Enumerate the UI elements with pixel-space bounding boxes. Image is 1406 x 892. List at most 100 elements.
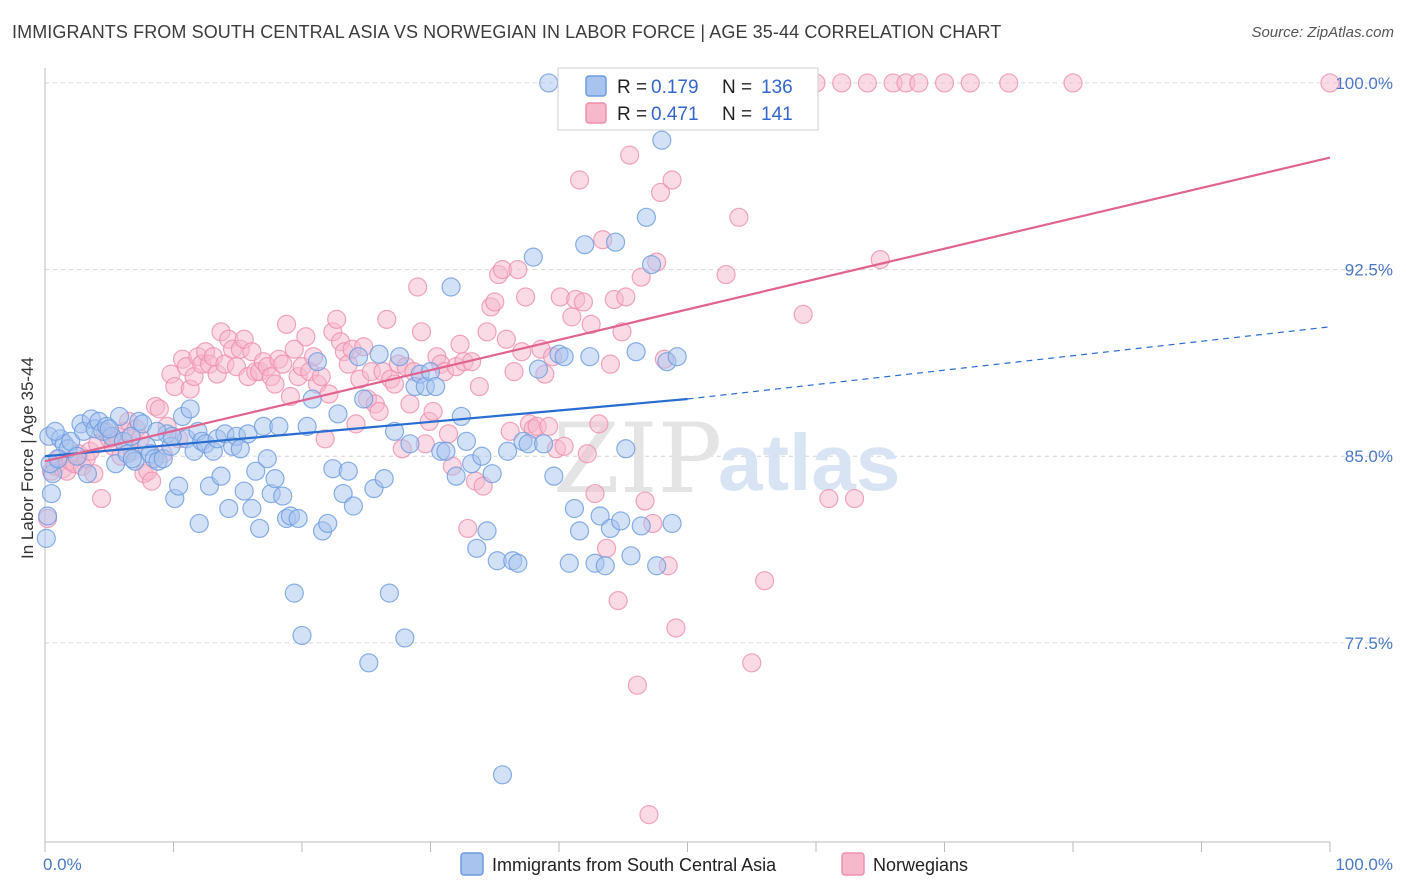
- asia-point-149: [36, 528, 56, 548]
- asia-point-65: [292, 625, 312, 646]
- norwegians-point-59: [265, 374, 285, 394]
- norwegians-point-86: [369, 401, 389, 422]
- norwegians-point-143: [589, 414, 609, 434]
- asia-point-63: [284, 583, 304, 603]
- norwegians-point-145: [596, 538, 617, 558]
- asia-point-81: [374, 469, 394, 489]
- bottom-legend-label-blue[interactable]: Immigrants from South Central Asia: [492, 855, 777, 875]
- asia-point-110: [523, 247, 543, 267]
- norwegians-point-27: [142, 471, 162, 491]
- asia-point-80: [369, 344, 389, 364]
- axes: [44, 68, 1331, 852]
- asia-point-121: [580, 347, 600, 367]
- norwegians-point-184: [934, 73, 955, 93]
- asia-point-119: [569, 521, 590, 541]
- x-tick-label-0: 0.0%: [43, 855, 82, 874]
- asia-point-94: [441, 277, 461, 297]
- asia-point-138: [667, 347, 687, 367]
- asia-point-56: [257, 449, 277, 469]
- asia-point-114: [544, 466, 564, 486]
- norwegians-point-29: [149, 399, 169, 419]
- norwegians-point-149: [612, 322, 632, 342]
- tick-labels: 100.0% 92.5% 85.0% 77.5% 0.0% 100.0%: [43, 74, 1393, 874]
- norwegians-point-96: [408, 277, 428, 297]
- asia-point-140: [37, 506, 58, 526]
- series-south-central-asia: [36, 73, 692, 785]
- asia-point-52: [242, 498, 262, 519]
- norwegians-point-107: [450, 334, 470, 354]
- gridlines: [45, 82, 1390, 644]
- legend-swatch-pink: [585, 102, 607, 124]
- norwegians-point-94: [400, 394, 420, 414]
- norwegians-point-121: [504, 362, 524, 382]
- asia-point-126: [605, 232, 626, 252]
- watermark: ZIP atlas: [553, 403, 900, 515]
- asia-point-46: [219, 498, 239, 519]
- norwegians-point-88: [377, 309, 397, 329]
- norwegians-point-123: [512, 342, 532, 362]
- asia-point-73: [333, 483, 353, 504]
- norwegians-point-170: [742, 653, 762, 673]
- norwegians-point-63: [280, 386, 301, 407]
- norwegians-point-14: [91, 488, 112, 509]
- asia-point-99: [467, 538, 487, 558]
- norwegians-point-153: [627, 675, 647, 695]
- asia-point-134: [647, 556, 667, 576]
- norwegians-point-75: [327, 309, 347, 329]
- y-tick-label-0: 100.0%: [1335, 74, 1393, 93]
- asia-point-68: [307, 352, 328, 372]
- norwegians-point-185: [960, 73, 980, 93]
- y-axis-title: In Labor Force | Age 35-44: [18, 357, 37, 559]
- y-tick-label-3: 77.5%: [1345, 634, 1393, 653]
- legend-r-label-2: R =: [617, 104, 647, 125]
- norwegians-point-159: [650, 182, 671, 203]
- source-label: Source: ZipAtlas.com: [1251, 24, 1394, 41]
- watermark-atlas: atlas: [718, 418, 900, 507]
- asia-point-36: [180, 399, 200, 419]
- asia-point-59: [269, 416, 289, 436]
- asia-point-74: [338, 461, 358, 481]
- asia-point-113: [539, 73, 559, 93]
- asia-point-101: [477, 521, 497, 541]
- bottom-legend-swatch-pink[interactable]: [841, 852, 865, 876]
- asia-point-84: [390, 347, 410, 367]
- norwegians-point-120: [500, 421, 520, 441]
- legend-box: R = 0.179 N = 136 R = 0.471 N = 141: [557, 67, 819, 131]
- asia-point-133: [641, 255, 662, 275]
- asia-point-124: [595, 556, 615, 576]
- asia-point-82: [379, 583, 399, 603]
- norwegians-point-162: [662, 170, 682, 190]
- asia-point-129: [621, 546, 641, 566]
- norwegians-point-186: [999, 73, 1019, 93]
- norwegians-point-151: [620, 145, 640, 165]
- asia-point-78: [359, 653, 379, 673]
- norwegians-point-169: [729, 207, 749, 227]
- asia-point-77: [354, 389, 374, 409]
- norwegians-point-171: [754, 571, 775, 591]
- norwegians-point-148: [608, 590, 628, 611]
- y-tick-label-1: 92.5%: [1345, 261, 1393, 280]
- legend-n-label-1: N =: [722, 77, 752, 98]
- asia-point-142: [45, 421, 65, 441]
- asia-point-130: [626, 342, 646, 362]
- norwegians-point-67: [296, 327, 316, 347]
- bottom-legend-label-pink[interactable]: Norwegians: [873, 855, 968, 875]
- asia-point-86: [400, 434, 420, 454]
- asia-point-64: [288, 508, 308, 529]
- norwegians-point-62: [276, 314, 297, 334]
- norwegians-point-187: [1063, 73, 1083, 93]
- bottom-legend-swatch-blue[interactable]: [460, 852, 484, 876]
- norwegians-point-112: [469, 376, 489, 397]
- norwegians-point-119: [496, 329, 516, 349]
- norwegians-point-168: [716, 264, 736, 285]
- norwegians-point-100: [423, 401, 443, 422]
- norwegians-point-136: [562, 307, 582, 327]
- norwegians-point-146: [600, 354, 621, 374]
- asia-point-144: [99, 419, 119, 439]
- norwegians-point-179: [857, 73, 878, 93]
- asia-point-131: [631, 516, 651, 536]
- norwegians-point-178: [844, 488, 865, 509]
- asia-point-117: [559, 553, 579, 573]
- asia-point-58: [265, 469, 285, 489]
